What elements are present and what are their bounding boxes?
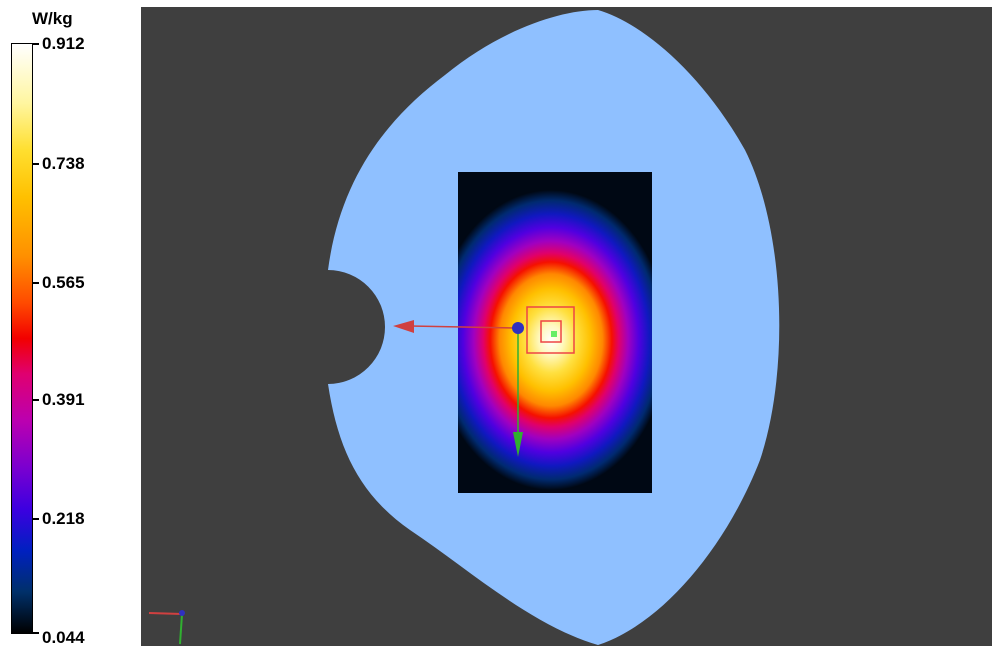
legend-tick-mark [33,282,39,284]
legend-tick-mark [33,163,39,165]
legend-tick-label: 0.044 [42,628,85,647]
y-axis-arrowhead [513,432,523,457]
x-axis-arrowhead [393,320,414,333]
measurement-box-outer[interactable] [526,306,575,354]
x-axis-line [409,325,518,329]
axes-triad-icon[interactable] [148,610,185,645]
legend-tick-label: 0.738 [42,154,85,173]
legend-unit-label: W/kg [32,9,73,28]
legend-tick-label: 0.391 [42,390,85,409]
legend-tick-label: 0.912 [42,34,85,53]
legend-tick-label: 0.565 [42,273,85,292]
legend-tick-mark [33,632,39,634]
measurement-box-inner[interactable] [540,320,562,343]
legend-tick-mark [33,43,39,45]
peak-point-marker [551,331,557,337]
origin-marker-icon [512,322,524,334]
colorbar-legend: W/kg 0.912 0.738 0.565 0.391 0.218 0.044 [0,0,140,647]
legend-tick-label: 0.218 [42,509,85,528]
colorbar-gradient [11,43,33,634]
legend-tick-mark [33,518,39,520]
legend-tick-mark [33,399,39,401]
